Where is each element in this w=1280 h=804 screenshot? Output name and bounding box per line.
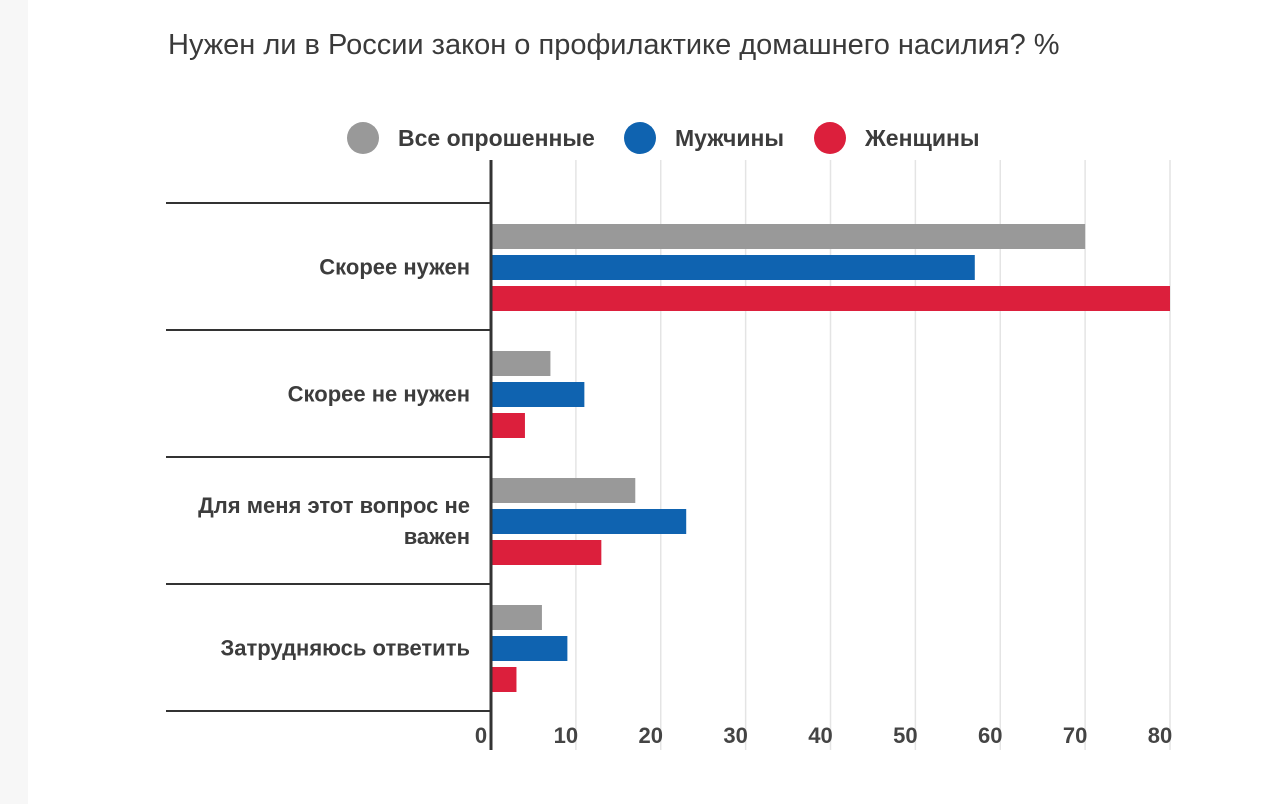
category-label: Скорее нужен bbox=[319, 255, 470, 280]
legend-label: Мужчины bbox=[675, 125, 784, 151]
bar bbox=[491, 540, 602, 565]
x-tick-labels: 0 10 20 30 40 50 60 70 80 bbox=[475, 723, 1172, 748]
bar bbox=[491, 509, 687, 534]
legend: Все опрошенные Мужчины Женщины bbox=[347, 122, 980, 154]
bar bbox=[491, 605, 542, 630]
bar bbox=[491, 478, 636, 503]
category-label: Для меня этот вопрос не bbox=[198, 493, 470, 518]
x-tick-label: 0 bbox=[475, 723, 487, 748]
legend-marker bbox=[814, 122, 846, 154]
category-label: Затрудняюсь ответить bbox=[220, 636, 470, 661]
bar bbox=[491, 224, 1086, 249]
x-tick-label: 10 bbox=[554, 723, 578, 748]
x-tick-label: 60 bbox=[978, 723, 1002, 748]
chart-title: Нужен ли в России закон о профилактике д… bbox=[168, 29, 1060, 61]
bar bbox=[491, 286, 1170, 311]
x-tick-label: 30 bbox=[723, 723, 747, 748]
x-tick-label: 40 bbox=[808, 723, 832, 748]
bar bbox=[491, 636, 568, 661]
category-label: Скорее не нужен bbox=[288, 382, 470, 407]
legend-marker bbox=[624, 122, 656, 154]
category-label: важен bbox=[404, 524, 470, 549]
bar bbox=[491, 255, 975, 280]
x-tick-label: 70 bbox=[1063, 723, 1087, 748]
x-tick-label: 20 bbox=[639, 723, 663, 748]
bar bbox=[491, 413, 525, 438]
x-tick-label: 50 bbox=[893, 723, 917, 748]
bar bbox=[491, 667, 517, 692]
category-labels: Скорее нужен Скорее не нужен Для меня этот… bbox=[198, 255, 470, 661]
legend-label: Женщины bbox=[864, 125, 980, 151]
bar bbox=[491, 382, 585, 407]
legend-label: Все опрошенные bbox=[398, 125, 595, 151]
bar bbox=[491, 351, 551, 376]
bars bbox=[491, 224, 1170, 692]
legend-marker bbox=[347, 122, 379, 154]
category-separators bbox=[166, 202, 491, 712]
x-tick-label: 80 bbox=[1148, 723, 1172, 748]
